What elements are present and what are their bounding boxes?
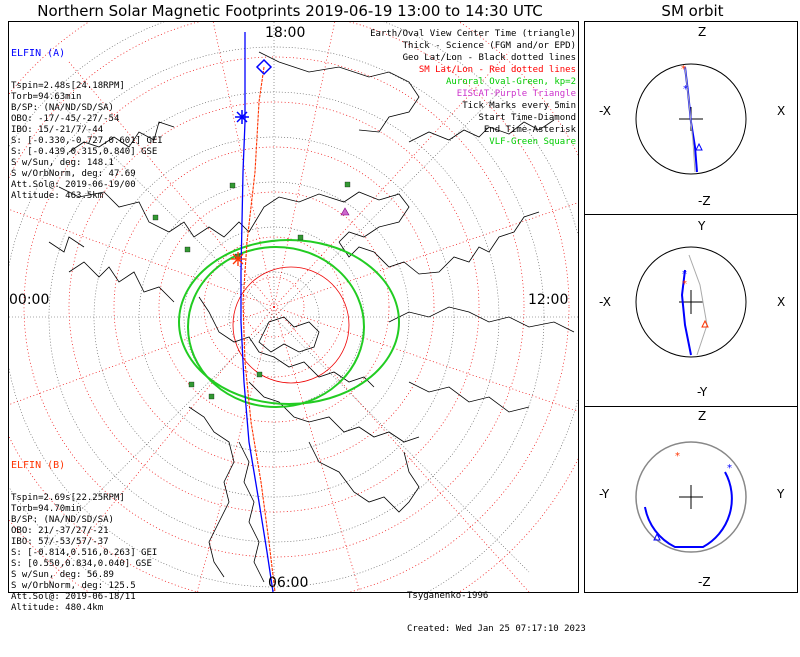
clock-label-right: 12:00: [528, 292, 569, 308]
orbit-xy-bottom-label: -Y: [697, 385, 708, 399]
orbit-yz-bottom-label: -Z: [698, 575, 711, 589]
orbit-xz-right-label: X: [777, 104, 786, 118]
orbit-xz-top-label: Z: [698, 25, 707, 39]
elfin-a-info-line: B/SP: (NA/ND/SD/SA): [11, 103, 114, 113]
auroral-oval: [178, 239, 400, 408]
orbit-panel-xy: * * Y -Y -X X: [584, 214, 798, 407]
legend-entry: Thick - Science (FGM and/or EPD): [402, 41, 576, 51]
eiscat-triangle: [340, 207, 350, 216]
plot-title: Northern Solar Magnetic Footprints 2019-…: [37, 2, 543, 20]
elfin-b-info-line: Altitude: 480.4km: [11, 603, 104, 613]
legend-entry: Start Time-Diamond: [478, 113, 576, 123]
orbit-a-yz: [644, 471, 733, 548]
svg-text:*: *: [727, 463, 732, 474]
sm-lat-lines: [9, 22, 578, 592]
elfin-b-info-line: Tspin=2.69s[22.25RPM]: [11, 493, 125, 503]
orbit-panel-yz: * * Z -Z -Y Y: [584, 406, 798, 593]
model-credit: Tsyganenko-1996: [407, 591, 489, 601]
end-asterisk-a: [235, 110, 249, 124]
elfin-b-info-line: B/SP: (NA/ND/SD/SA): [11, 515, 114, 525]
legend-entry: SM Lat/Lon - Red dotted lines: [418, 65, 576, 75]
vlf-stations: [152, 181, 351, 400]
orbit-b-xy: [688, 254, 708, 356]
sm-pole-circle: [232, 266, 350, 384]
credit-block: Tsyganenko-1996 Created: Wed Jan 25 07:1…: [407, 569, 586, 657]
end-asterisk-b: [231, 252, 245, 266]
orbit-xz-left-label: -X: [599, 104, 611, 118]
clock-label-top: 18:00: [265, 25, 306, 41]
elfin-b-name: ELFIN (B): [11, 460, 66, 471]
elfin-a-track: [240, 32, 274, 592]
elfin-b-info-line: S w/OrbNorm, deg: 125.5: [11, 581, 136, 591]
orbit-xy-right-label: X: [777, 295, 786, 309]
elfin-b-info-line: Att.Sol@: 2019-06-18/11: [11, 592, 136, 602]
elfin-a-name: ELFIN (A): [11, 48, 66, 59]
polar-map: [9, 22, 578, 592]
elfin-a-info-line: S w/Sun, deg: 148.1: [11, 158, 114, 168]
elfin-a-info-line: Tspin=2.48s[24.18RPM]: [11, 81, 125, 91]
svg-text:*: *: [682, 279, 687, 290]
orbit-yz-left-label: -Y: [599, 487, 610, 501]
orbit-a-xy: [680, 269, 692, 356]
elfin-a-info-line: OBO: -17/-45/-27/-54: [11, 114, 120, 124]
legend-entry: Tick Marks every 5min: [462, 101, 576, 111]
elfin-a-info-line: IBO: 15/-21/7/-44: [11, 125, 104, 135]
elfin-b-info-line: S w/Sun, deg: 56.89: [11, 570, 114, 580]
svg-text:*: *: [681, 64, 686, 75]
legend-entry: Auroral Oval-Green, kp=2: [445, 77, 576, 87]
elfin-b-track: [242, 66, 276, 592]
svg-text:*: *: [682, 269, 687, 280]
legend-entry: EISCAT-Purple Triangle: [456, 89, 576, 99]
coastlines: [48, 51, 575, 583]
orbit-xy-top-label: Y: [698, 219, 706, 233]
elfin-a-info-line: S: [-0.439,0.315,0.840] GSE: [11, 147, 158, 157]
legend-entry: Geo Lat/Lon - Black dotted lines: [402, 53, 576, 63]
svg-text:*: *: [675, 451, 680, 462]
start-diamond: [255, 58, 273, 76]
legend: Earth/Oval View Center Time (triangle) Th…: [370, 28, 576, 148]
clock-label-bottom: 06:00: [268, 575, 309, 591]
elfin-a-info: ELFIN (A) Tspin=2.48s[24.18RPM] Torb=94.6…: [11, 26, 163, 224]
clock-label-left: 00:00: [9, 292, 50, 308]
elfin-a-info-line: S w/OrbNorm, deg: 47.69: [11, 169, 136, 179]
legend-entry: VLF-Green Square: [489, 137, 576, 147]
elfin-b-info-line: IBO: 57/-53/57/-37: [11, 537, 109, 547]
elfin-a-info-line: Att.Sol@: 2019-06-19/00: [11, 180, 136, 190]
elfin-b-info-line: S: [0.550,0.834,0.040] GSE: [11, 559, 152, 569]
legend-entry: End Time-Asterisk: [483, 125, 576, 135]
elfin-b-info: ELFIN (B) Tspin=2.69s[22.25RPM] Torb=94.7…: [11, 438, 157, 636]
elfin-b-info-line: Torb=94.70min: [11, 504, 82, 514]
elfin-a-info-line: S: [-0.330,-0.727,0.601] GEI: [11, 136, 163, 146]
geo-lat-lines: [9, 22, 578, 592]
elfin-b-info-line: OBO: 21/-37/27/-21: [11, 526, 109, 536]
elfin-a-info-line: Torb=94.63min: [11, 92, 82, 102]
legend-entry: Earth/Oval View Center Time (triangle): [370, 29, 576, 39]
svg-text:*: *: [683, 84, 688, 95]
orbit-xy-left-label: -X: [599, 295, 611, 309]
orbit-b-xz: [684, 66, 696, 173]
created-timestamp: Created: Wed Jan 25 07:17:10 2023: [407, 624, 586, 634]
orbit-yz-right-label: Y: [777, 487, 785, 501]
elfin-b-info-line: S: [-0.814,0.516,0.263] GEI: [11, 548, 158, 558]
elfin-a-info-line: Altitude: 463.5km: [11, 191, 104, 201]
orbit-yz-top-label: Z: [698, 409, 707, 423]
orbit-panel-xz: * * Z -Z -X X: [584, 21, 798, 215]
orbit-panel-title: SM orbit: [661, 2, 724, 20]
polar-map-frame: ELFIN (A) Tspin=2.48s[24.18RPM] Torb=94.6…: [8, 21, 586, 634]
orbit-xz-bottom-label: -Z: [698, 194, 711, 208]
